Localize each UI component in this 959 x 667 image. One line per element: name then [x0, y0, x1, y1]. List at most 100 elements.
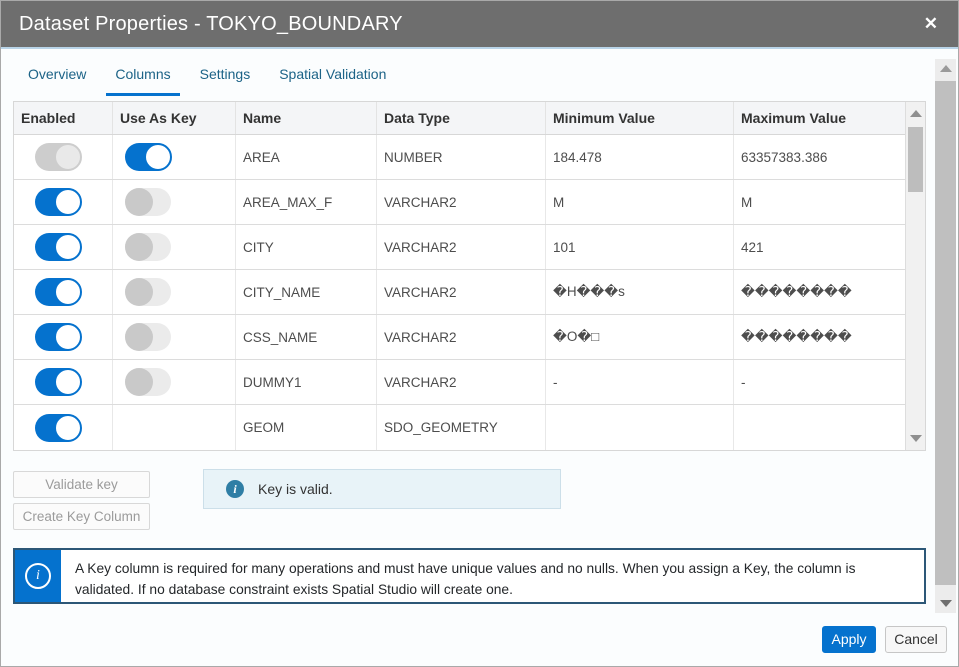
- tab-overview[interactable]: Overview: [28, 66, 87, 82]
- use-as-key-toggle[interactable]: [125, 278, 171, 306]
- min-value-cell: -: [546, 360, 734, 404]
- max-value-cell: -: [734, 360, 906, 404]
- toggle-knob: [125, 188, 153, 216]
- callout-text: A Key column is required for many operat…: [75, 561, 856, 598]
- table-row: CITY VARCHAR2 101 421: [14, 225, 906, 270]
- max-value-cell: M: [734, 180, 906, 224]
- columns-table: Enabled Use As Key Name Data Type Minimu…: [13, 101, 926, 451]
- max-value-cell: [734, 405, 906, 450]
- header-enabled: Enabled: [14, 102, 113, 134]
- table-row: AREA NUMBER 184.478 63357383.386: [14, 135, 906, 180]
- dialog-scrollbar-thumb[interactable]: [935, 81, 956, 585]
- tab-bar: Overview Columns Settings Spatial Valida…: [1, 49, 958, 96]
- scroll-down-icon[interactable]: [939, 600, 952, 607]
- table-body: AREA NUMBER 184.478 63357383.386 AREA_MA…: [14, 135, 906, 450]
- toggle-knob: [125, 278, 153, 306]
- dialog-titlebar: Dataset Properties - TOKYO_BOUNDARY ✕: [1, 1, 958, 49]
- toggle-knob: [54, 233, 82, 261]
- toggle-knob: [54, 143, 82, 171]
- enabled-toggle: [35, 143, 82, 171]
- min-value-cell: M: [546, 180, 734, 224]
- toggle-knob: [54, 413, 82, 442]
- key-info-callout: i A Key column is required for many oper…: [13, 548, 926, 604]
- table-row: CSS_NAME VARCHAR2 �O�□ ��������: [14, 315, 906, 360]
- tab-columns[interactable]: Columns: [106, 62, 180, 96]
- tab-spatial-validation[interactable]: Spatial Validation: [279, 66, 387, 82]
- data-type-cell: SDO_GEOMETRY: [377, 405, 546, 450]
- data-type-cell: VARCHAR2: [377, 180, 546, 224]
- table-scrollbar-thumb[interactable]: [908, 127, 923, 192]
- min-value-cell: �O�□: [546, 315, 734, 359]
- use-as-key-toggle[interactable]: [125, 233, 171, 261]
- max-value-cell: 63357383.386: [734, 135, 906, 179]
- key-status-box: i Key is valid.: [203, 469, 561, 509]
- data-type-cell: VARCHAR2: [377, 225, 546, 269]
- column-name-cell: CSS_NAME: [236, 315, 377, 359]
- info-circle-icon: i: [25, 563, 51, 589]
- column-name-cell: AREA_MAX_F: [236, 180, 377, 224]
- column-name-cell: CITY: [236, 225, 377, 269]
- min-value-cell: 184.478: [546, 135, 734, 179]
- column-name-cell: AREA: [236, 135, 377, 179]
- info-icon: i: [226, 480, 244, 498]
- toggle-knob: [54, 278, 82, 306]
- header-use-as-key: Use As Key: [113, 102, 236, 134]
- min-value-cell: 101: [546, 225, 734, 269]
- scroll-up-icon[interactable]: [909, 110, 922, 117]
- use-as-key-toggle[interactable]: [125, 323, 171, 351]
- table-row: DUMMY1 VARCHAR2 - -: [14, 360, 906, 405]
- scroll-up-icon[interactable]: [939, 65, 952, 72]
- dialog-scrollbar[interactable]: [935, 59, 956, 613]
- max-value-cell: ��������: [734, 315, 906, 359]
- column-name-cell: GEOM: [236, 405, 377, 450]
- min-value-cell: [546, 405, 734, 450]
- toggle-knob: [125, 323, 153, 351]
- create-key-column-button[interactable]: Create Key Column: [13, 503, 150, 530]
- toggle-knob: [54, 188, 82, 216]
- table-row: GEOM SDO_GEOMETRY: [14, 405, 906, 450]
- data-type-cell: VARCHAR2: [377, 315, 546, 359]
- dialog-title: Dataset Properties - TOKYO_BOUNDARY: [19, 12, 403, 35]
- scroll-down-icon[interactable]: [909, 435, 922, 442]
- column-name-cell: DUMMY1: [236, 360, 377, 404]
- min-value-cell: �H���s: [546, 270, 734, 314]
- apply-button[interactable]: Apply: [822, 625, 876, 653]
- dialog-footer: Apply Cancel: [1, 612, 958, 666]
- callout-badge: i: [15, 550, 61, 602]
- enabled-toggle[interactable]: [35, 278, 82, 306]
- toggle-knob: [144, 143, 172, 171]
- header-min-value: Minimum Value: [546, 102, 734, 134]
- table-header: Enabled Use As Key Name Data Type Minimu…: [14, 102, 906, 135]
- max-value-cell: ��������: [734, 270, 906, 314]
- max-value-cell: 421: [734, 225, 906, 269]
- use-as-key-toggle[interactable]: [125, 368, 171, 396]
- data-type-cell: VARCHAR2: [377, 270, 546, 314]
- toggle-knob: [54, 323, 82, 351]
- use-as-key-toggle[interactable]: [125, 188, 171, 216]
- toggle-knob: [54, 368, 82, 396]
- data-type-cell: VARCHAR2: [377, 360, 546, 404]
- toggle-knob: [125, 233, 153, 261]
- enabled-toggle[interactable]: [35, 368, 82, 396]
- key-actions-section: Validate key Create Key Column i Key is …: [13, 461, 926, 543]
- column-name-cell: CITY_NAME: [236, 270, 377, 314]
- enabled-toggle[interactable]: [35, 233, 82, 261]
- tab-settings[interactable]: Settings: [199, 66, 251, 82]
- header-name: Name: [236, 102, 377, 134]
- enabled-toggle[interactable]: [35, 323, 82, 351]
- header-data-type: Data Type: [377, 102, 546, 134]
- data-type-cell: NUMBER: [377, 135, 546, 179]
- close-icon[interactable]: ✕: [923, 14, 938, 33]
- cancel-button[interactable]: Cancel: [885, 625, 947, 653]
- toggle-knob: [125, 368, 153, 396]
- enabled-toggle[interactable]: [35, 188, 82, 216]
- table-scrollbar[interactable]: [905, 102, 925, 450]
- header-max-value: Maximum Value: [734, 102, 906, 134]
- use-as-key-toggle[interactable]: [125, 143, 172, 171]
- enabled-toggle[interactable]: [35, 413, 82, 442]
- key-status-message: Key is valid.: [258, 481, 333, 497]
- table-row: AREA_MAX_F VARCHAR2 M M: [14, 180, 906, 225]
- table-row: CITY_NAME VARCHAR2 �H���s ��������: [14, 270, 906, 315]
- validate-key-button[interactable]: Validate key: [13, 471, 150, 498]
